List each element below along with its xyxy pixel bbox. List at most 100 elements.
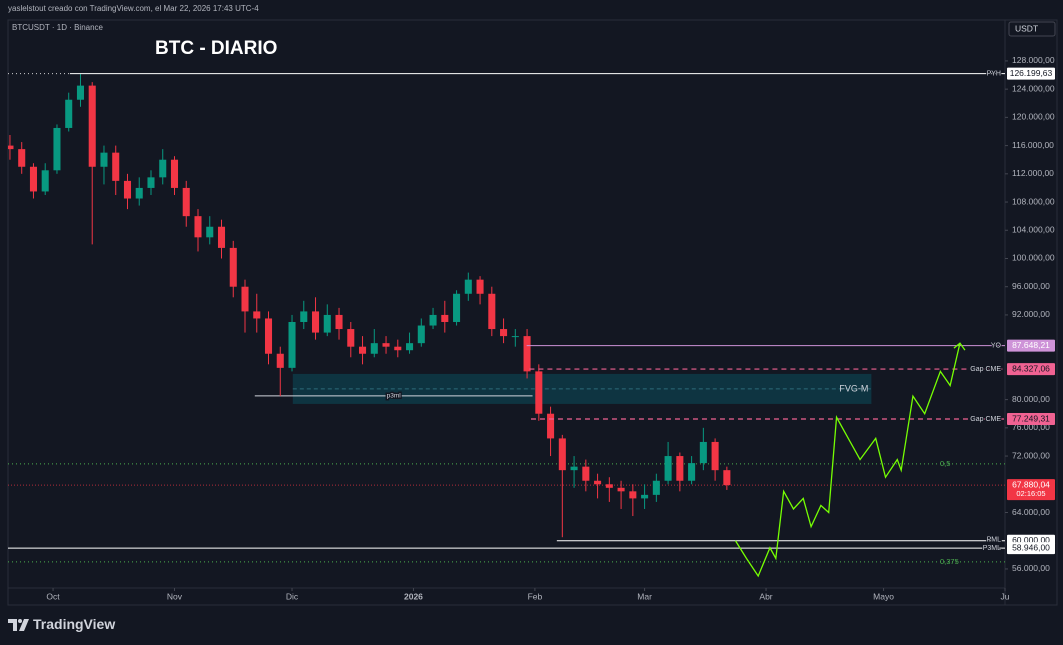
candle-body [723, 470, 731, 486]
y-tick-label: 72.000,00 [1012, 450, 1050, 460]
candle-body [170, 159, 179, 188]
level-name: Gap CME [970, 416, 1001, 423]
candle-body [535, 371, 543, 414]
x-tick-label: 2026 [404, 591, 423, 601]
level-name: YO [991, 342, 1002, 349]
y-tick-label: 96.000,00 [1012, 281, 1050, 291]
x-tick-label: Nov [167, 591, 183, 601]
candle-body [18, 149, 26, 167]
candle-body [511, 336, 519, 338]
plot: FVG-M p3ml [8, 73, 1005, 578]
y-tick-label: 104.000,00 [1012, 225, 1055, 235]
logo-icon [8, 619, 29, 631]
frame [7, 19, 1058, 606]
watermark: yaslelstout creado con TradingView.com, … [8, 4, 259, 13]
candle-body [441, 314, 449, 322]
candle-body [135, 187, 143, 199]
fvg-label: FVG-M [839, 383, 868, 393]
fib-label: 0,5 [940, 459, 950, 468]
candle-body [617, 487, 625, 492]
level-axis-box [1007, 67, 1055, 80]
last-price-label: 67.880,04 [1012, 479, 1050, 489]
candle-body [112, 152, 120, 181]
currency: USDT [1015, 23, 1038, 33]
candle-body [676, 456, 684, 481]
candle-body [629, 491, 637, 499]
candle-body [41, 170, 49, 192]
candle-body [206, 226, 214, 238]
y-tick-label: 92.000,00 [1012, 309, 1050, 319]
candle-body [688, 463, 696, 481]
candle-body [641, 494, 649, 499]
candle-body [100, 152, 108, 167]
x-tick-label: Dic [286, 591, 299, 601]
candle-body [488, 293, 496, 330]
level-axis-label: 58.946,00 [1012, 542, 1050, 552]
chart-title: BTC - DIARIO [155, 38, 277, 59]
candle-body [582, 466, 590, 481]
level-axis-box [1007, 339, 1055, 352]
candle-body [699, 441, 707, 464]
level-name: Gap CME [970, 366, 1001, 373]
candle-body [453, 293, 461, 322]
level-axis-label: 84.327,06 [1012, 363, 1050, 373]
currency-box[interactable] [1008, 21, 1056, 37]
y-tick-label: 124.000,00 [1012, 83, 1055, 93]
level-name: P3ML [983, 545, 1001, 552]
candle-body [359, 346, 367, 354]
y-tick-label: 120.000,00 [1012, 112, 1055, 122]
candle-body [288, 321, 296, 368]
candle-body [464, 279, 472, 294]
candle-body [311, 311, 320, 333]
candle-body [88, 85, 96, 167]
candle-body [253, 311, 261, 319]
logo [8, 619, 29, 631]
candle-body [664, 456, 672, 481]
candle-body [558, 438, 566, 471]
p3ml-label: p3ml [387, 393, 402, 400]
y-tick-label: 76.000,00 [1012, 422, 1050, 432]
candle-body [65, 99, 73, 128]
candle-body [276, 353, 284, 368]
candle-body [605, 484, 613, 488]
y-tick-label: 128.000,00 [1012, 55, 1055, 65]
projection-arrowhead [953, 342, 966, 351]
level-axis-label: 60.000,00 [1012, 535, 1050, 545]
candle-body [347, 329, 355, 347]
projection-line [734, 343, 961, 578]
level-name: PML [987, 537, 1002, 544]
candle-body [500, 329, 508, 337]
candle-body [570, 466, 578, 471]
candle-body [335, 314, 343, 330]
candle-body [476, 279, 484, 294]
candle-body [711, 441, 719, 471]
candle-body [29, 166, 37, 192]
candle-body [147, 177, 155, 188]
logo-icon [18, 619, 22, 623]
countdown: 02:16:05 [1016, 489, 1045, 498]
x-tick-label: Mayo [873, 591, 894, 601]
level-axis-box [1007, 542, 1055, 555]
candle-body [323, 314, 331, 333]
x-tick-label: Mar [637, 591, 652, 601]
symbol: BTCUSDT · 1D · Binance [12, 23, 104, 32]
level-axis-box [1007, 363, 1055, 376]
level-name: PYH [987, 70, 1001, 77]
y-tick-label: 100.000,00 [1012, 253, 1055, 263]
candle-body [300, 311, 308, 322]
candle-body [382, 343, 390, 347]
candle-body [523, 336, 531, 372]
candle-body [229, 247, 237, 287]
x-tick-label: Abr [759, 591, 772, 601]
brand: TradingView [33, 616, 115, 632]
x-tick-label: Ju [1001, 591, 1010, 601]
y-tick-label: 116.000,00 [1012, 140, 1054, 150]
candle-body [159, 159, 167, 178]
y-tick-label: 108.000,00 [1012, 196, 1055, 206]
candle-body [241, 286, 249, 312]
candle-body [594, 480, 602, 485]
candle-body [8, 145, 14, 150]
candle-body [182, 187, 190, 217]
